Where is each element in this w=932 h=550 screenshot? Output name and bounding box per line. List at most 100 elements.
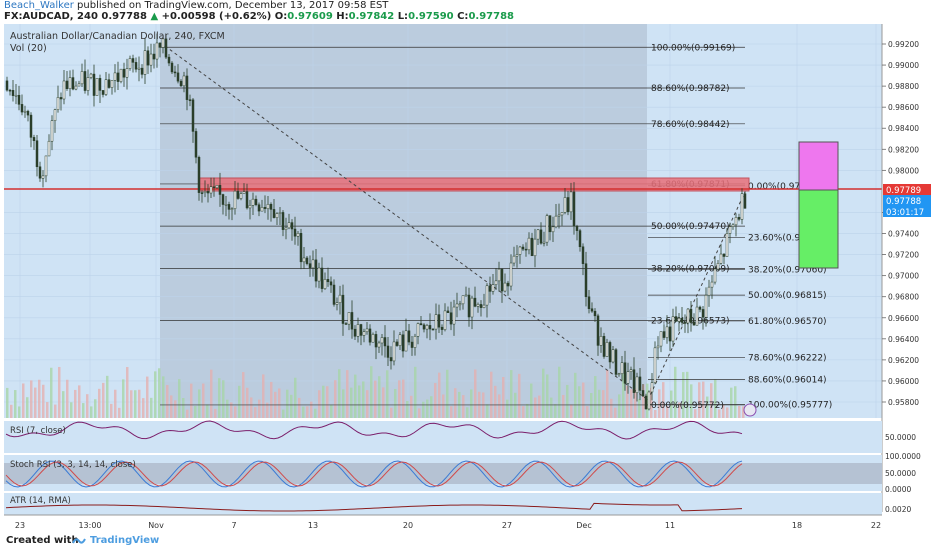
price-tick-label: 0.97000 [888, 272, 919, 281]
volume-bar [562, 394, 565, 418]
candle-body [482, 304, 486, 308]
volume-bar [402, 379, 405, 418]
volume-bar [658, 389, 661, 418]
volume-bar [606, 370, 609, 418]
volume-bar [590, 393, 593, 418]
time-tick-label: 13:00 [78, 521, 101, 530]
candle-body [263, 207, 267, 209]
atr-line [5, 502, 743, 512]
candle-body [26, 110, 30, 116]
price-tick-label: 0.97400 [888, 230, 919, 239]
candle-body [533, 238, 537, 257]
candle-body [35, 140, 39, 168]
price-tick-label: 0.98800 [888, 82, 919, 91]
volume-bar [190, 383, 193, 418]
volume-bar [690, 384, 693, 418]
candle-body [245, 191, 249, 209]
candle-body [599, 336, 603, 346]
volume-bar [538, 395, 541, 418]
price-tick-label: 0.96800 [888, 293, 919, 302]
candle-body [536, 229, 540, 240]
candle-body [227, 204, 231, 210]
price-tick-label: 0.97200 [888, 251, 919, 260]
created-with-label: Created with [6, 535, 79, 546]
volume-bar [286, 389, 289, 418]
candle-body [488, 285, 492, 292]
volume-bar [182, 397, 185, 418]
price-tick-label: 0.99200 [888, 40, 919, 49]
candle-body [728, 226, 732, 234]
volume-bar [430, 396, 433, 418]
candle-body [584, 263, 588, 298]
candle-body [413, 336, 417, 348]
candle-body [446, 310, 450, 313]
candle-body [560, 212, 564, 216]
tradingview-brand-link[interactable]: TradingView [90, 535, 160, 546]
candle-body [230, 208, 234, 210]
volume-bar [214, 408, 217, 418]
candle-body [695, 306, 699, 326]
author-link[interactable]: Beach_Walker [4, 0, 74, 11]
candle-body [239, 193, 243, 199]
candle-body [122, 68, 126, 78]
candle-body [158, 42, 162, 48]
volume-bar [338, 369, 341, 418]
chart-svg[interactable]: 100.00%(0.99169) 88.60%(0.98782) 78.60%(0.… [0, 22, 932, 532]
candle-body [545, 215, 549, 243]
volume-bar [566, 384, 569, 418]
volume-bar [446, 369, 449, 418]
volume-bar [318, 390, 321, 418]
candle-body [308, 263, 312, 269]
fib-retracement-second[interactable]: 0.00%(0.97853) 23.60%(0.97363) 38.20%(0.97… [648, 182, 832, 411]
candle-body [332, 284, 336, 305]
candle-body [272, 209, 276, 218]
candle-body [593, 310, 597, 317]
price-tick-label: 0.98400 [888, 124, 919, 133]
candle-body [638, 376, 642, 391]
candle-body [689, 308, 693, 323]
fib-second-label: 100.00%(0.95777) [748, 400, 832, 410]
candle-body [392, 341, 396, 362]
candle-body [302, 257, 306, 263]
candle-body [188, 99, 192, 101]
candle-body [743, 193, 747, 209]
time-tick-label: 7 [231, 521, 236, 530]
last-price-text: 0.97788 [886, 197, 921, 207]
candle-body [617, 373, 621, 375]
candle-body [341, 294, 345, 324]
candle-body [242, 191, 246, 194]
chart-header: Beach_Walker published on TradingView.co… [0, 0, 932, 22]
target-box-upper[interactable] [798, 141, 839, 191]
trend-line-up[interactable] [647, 191, 746, 401]
candle-body [8, 89, 12, 92]
time-axis[interactable]: 23 13:00 Nov 7 13 20 27 Dec 11 18 22 [15, 521, 881, 530]
candle-body [473, 297, 477, 307]
trend-line-down[interactable] [164, 45, 649, 401]
volume-bar [342, 389, 345, 418]
chart-area[interactable]: 100.00%(0.99169) 88.60%(0.98782) 78.60%(0.… [0, 22, 932, 532]
low-label: L: [397, 11, 409, 22]
volume-bar [438, 372, 441, 418]
candle-body [137, 67, 141, 70]
candle-body [320, 267, 324, 289]
candle-body [44, 155, 48, 177]
alert-icon[interactable] [743, 403, 757, 417]
candle-body [632, 369, 636, 393]
volume-bar [526, 403, 529, 418]
volume-bar [54, 404, 57, 418]
candle-body [206, 191, 210, 194]
price-axis[interactable]: 0.99200 0.99000 0.98800 0.98600 0.98400 0.982… [882, 40, 919, 407]
volume-bar [546, 374, 549, 418]
candle-body [275, 213, 279, 218]
volume-bar [194, 405, 197, 418]
volume-bar [306, 406, 309, 418]
candle-body [626, 371, 630, 384]
price-change: +0.00598 (+0.62%) [161, 11, 272, 22]
candle-body [539, 229, 543, 244]
volume-bar [278, 388, 281, 418]
candle-body [32, 137, 36, 141]
volume-bar [34, 387, 37, 418]
target-box-lower[interactable] [798, 189, 839, 269]
candle-body [131, 58, 135, 63]
candle-body [722, 253, 726, 257]
